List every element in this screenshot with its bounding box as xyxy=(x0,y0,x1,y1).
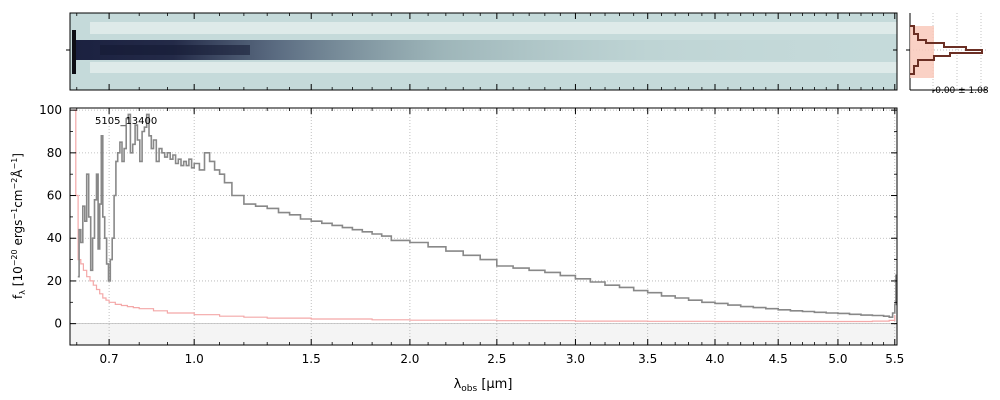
y-axis-label-sub: λ xyxy=(18,290,27,295)
y-tick-label: 0 xyxy=(54,317,62,331)
x-axis-label-symbol: λ xyxy=(454,377,462,392)
x-tick-label: 5.5 xyxy=(885,352,904,366)
spectrum-2d-lower-band xyxy=(90,62,897,73)
spectrum-2d-edge-left xyxy=(72,30,76,74)
y-axis-label-open: [10 xyxy=(11,266,25,290)
profile-histogram xyxy=(910,25,983,75)
x-tick-label: 3.0 xyxy=(566,352,585,366)
y-axis-label-mid3: Å xyxy=(10,169,25,178)
x-tick-label: 5.0 xyxy=(828,352,847,366)
spectrum-2d-trace-core xyxy=(100,45,250,55)
y-tick-label: 20 xyxy=(47,274,62,288)
y-axis-label-mid2: cm xyxy=(11,189,25,207)
y-axis-label-exp4: −1 xyxy=(10,158,19,170)
y-axis-label-exp2: −1 xyxy=(10,208,19,220)
spectrum-2d-frame xyxy=(69,12,898,91)
y-axis-label-exp1: −20 xyxy=(10,249,19,266)
x-tick-label: 4.5 xyxy=(769,352,788,366)
x-tick-label: 2.0 xyxy=(400,352,419,366)
x-tick-label: 4.0 xyxy=(705,352,724,366)
x-tick-label: 0.7 xyxy=(100,352,119,366)
zero-band xyxy=(70,323,897,345)
y-axis-label-mid1: ergs xyxy=(11,220,25,250)
y-tick-label: 80 xyxy=(47,146,62,160)
profile-panel: -0.00 ± 1.08 xyxy=(906,13,989,96)
x-tick-label: 2.5 xyxy=(487,352,506,366)
spectrum-label: 5105_13400 xyxy=(95,116,157,127)
x-axis-label: λobs [μm] xyxy=(454,377,513,394)
x-axis-ticks: 0.7 1.0 1.5 2.0 2.5 3.0 3.5 4.0 4.5 5.0 5.5 xyxy=(76,108,904,366)
profile-annotation: -0.00 ± 1.08 xyxy=(932,86,989,96)
spectrum-1d-panel: 0.7 1.0 1.5 2.0 2.5 3.0 3.5 4.0 4.5 5.0 5.5 0 20 40 6… xyxy=(10,103,904,394)
x-tick-label: 1.0 xyxy=(185,352,204,366)
spectrum-2d-ticks xyxy=(66,13,897,90)
error-series-line xyxy=(73,109,896,323)
plot-frame xyxy=(69,107,898,346)
y-axis-label-exp3: −2 xyxy=(10,178,19,190)
y-axis-label-close: ] xyxy=(11,153,25,158)
grid-lines xyxy=(70,108,897,345)
x-tick-label: 3.5 xyxy=(638,352,657,366)
plot-background xyxy=(70,108,897,345)
y-tick-label: 60 xyxy=(47,189,62,203)
x-axis-label-unit: [μm] xyxy=(477,377,512,392)
x-tick-label: 1.5 xyxy=(302,352,321,366)
y-tick-label: 100 xyxy=(39,103,62,117)
y-tick-label: 40 xyxy=(47,231,62,245)
spectrum-2d-upper-band xyxy=(90,22,897,34)
flux-series-line xyxy=(77,113,897,318)
y-axis-label-base: f xyxy=(11,294,25,299)
spectrum-2d-trace xyxy=(75,40,897,60)
y-axis-ticks: 0 20 40 60 80 100 xyxy=(39,103,897,346)
y-axis-label: fλ [10−20 ergs−1cm−2Å−1] xyxy=(10,153,27,299)
x-axis-label-subscript: obs xyxy=(461,384,477,394)
spectrum-2d-panel xyxy=(66,12,898,91)
